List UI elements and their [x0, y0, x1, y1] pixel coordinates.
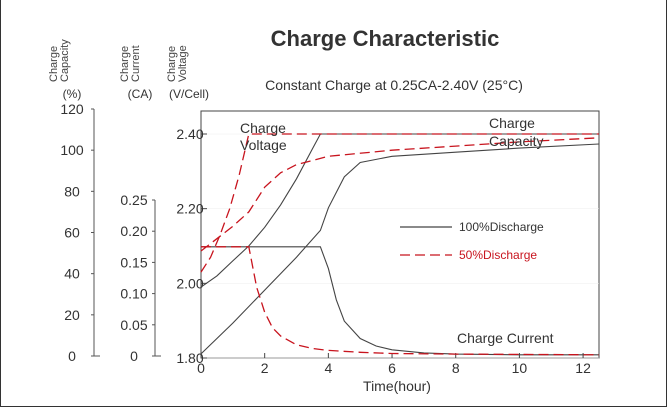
x-tick-label: 10 [512, 360, 528, 376]
y-tick-label-current: 0.15 [120, 254, 147, 270]
series-100pct-capacity [200, 143, 600, 355]
y-tick-label-capacity: 60 [64, 225, 80, 241]
annotation-charge-voltage: Charge [240, 120, 286, 136]
x-tick-label: 0 [197, 360, 205, 376]
y-tick-label-current: 0.10 [120, 286, 147, 302]
y-tick-label-capacity: 80 [64, 183, 80, 199]
x-tick-label: 6 [388, 360, 396, 376]
x-tick-label: 12 [575, 360, 591, 376]
annotation-charge-capacity: Capacity [489, 133, 543, 149]
y-tick-label-capacity: 100 [60, 142, 84, 158]
y-axis-label-capacity: Capacity [59, 39, 71, 82]
x-axis-label: Time(hour) [363, 378, 431, 394]
y-tick-label-current: 0 [130, 348, 138, 364]
y-tick-label-voltage: 2.40 [176, 126, 203, 142]
legend-label: 50%Discharge [459, 248, 537, 262]
legend: 100%Discharge 50%Discharge [400, 220, 544, 262]
annotation-charge-capacity: Charge [489, 115, 535, 131]
y-axis-unit-capacity: (%) [63, 87, 82, 101]
x-tick-label: 8 [452, 360, 460, 376]
y-tick-label-current: 0.25 [120, 192, 147, 208]
y-axis-unit-voltage: (V/Cell) [169, 87, 209, 101]
y-tick-label-current: 0.20 [120, 223, 147, 239]
y-tick-label-voltage: 1.80 [176, 350, 203, 366]
y-tick-label-capacity: 120 [60, 101, 84, 117]
annotation-charge-voltage: Voltage [240, 137, 287, 153]
y-axis-label-current: Charge [119, 46, 131, 82]
series-group [200, 133, 600, 356]
x-tick-label: 4 [324, 360, 332, 376]
y-axis-label-voltage: Charge [166, 46, 178, 82]
legend-label: 100%Discharge [459, 220, 544, 234]
series-100pct-voltage [200, 133, 599, 288]
y-tick-label-capacity: 0 [68, 348, 76, 364]
series-50pct-capacity [200, 137, 600, 252]
chart-subtitle: Constant Charge at 0.25CA-2.40V (25°C) [265, 77, 523, 93]
y-tick-label-voltage: 2.00 [176, 275, 203, 291]
y-axis-label-voltage: Voltage [177, 45, 189, 82]
y-tick-label-current: 0.05 [120, 317, 147, 333]
chart-title: Charge Characteristic [271, 26, 500, 51]
y-tick-label-capacity: 40 [64, 266, 80, 282]
gridlines [201, 133, 599, 359]
series-50pct-voltage [200, 133, 599, 273]
y-axis-label-capacity: Charge [48, 46, 60, 82]
y-axis-label-current: Current [130, 45, 142, 82]
y-tick-label-capacity: 20 [64, 307, 80, 323]
series-50pct-current [201, 246, 600, 356]
x-tick-label: 2 [261, 360, 269, 376]
y-tick-label-voltage: 2.20 [176, 201, 203, 217]
y-axis-unit-current: (CA) [128, 87, 153, 101]
annotation-charge-current: Charge Current [457, 330, 554, 346]
